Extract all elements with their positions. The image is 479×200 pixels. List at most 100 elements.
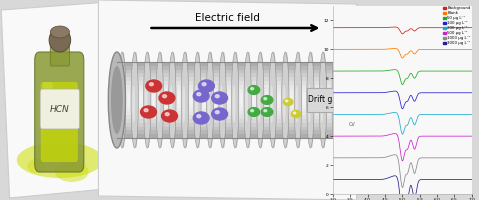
Background (392, 26, 398, 28)
Ellipse shape (196, 52, 201, 148)
100 μg L⁻¹ (330, 92, 336, 94)
Circle shape (291, 110, 301, 118)
Ellipse shape (134, 52, 138, 148)
Circle shape (197, 93, 201, 96)
100 μg L⁻¹ (469, 92, 475, 94)
FancyBboxPatch shape (117, 104, 341, 108)
Line: 50 μg L⁻¹: 50 μg L⁻¹ (333, 70, 472, 85)
FancyBboxPatch shape (307, 88, 343, 112)
Ellipse shape (182, 85, 185, 123)
Background (330, 26, 336, 29)
Ellipse shape (319, 52, 327, 148)
3000 μg L⁻¹ (411, 196, 417, 199)
Circle shape (141, 106, 156, 118)
Background (436, 26, 442, 29)
Ellipse shape (282, 52, 289, 148)
Ellipse shape (231, 52, 239, 148)
Circle shape (215, 95, 219, 98)
Ellipse shape (184, 52, 188, 148)
Ellipse shape (55, 162, 89, 182)
50 μg L⁻¹ (415, 72, 421, 74)
Ellipse shape (159, 52, 163, 148)
50 μg L⁻¹ (330, 70, 336, 72)
Ellipse shape (111, 66, 123, 134)
Background (411, 30, 417, 32)
50 μg L⁻¹ (436, 70, 442, 72)
Text: Drift gas: Drift gas (308, 96, 342, 104)
Circle shape (264, 110, 267, 112)
50 μg L⁻¹ (339, 70, 344, 72)
Ellipse shape (285, 52, 289, 148)
Ellipse shape (333, 54, 348, 146)
Circle shape (248, 86, 260, 94)
Ellipse shape (220, 85, 223, 123)
Ellipse shape (272, 52, 276, 148)
Ellipse shape (257, 52, 264, 148)
Blank (469, 48, 475, 51)
Ellipse shape (297, 52, 301, 148)
500 μg L⁻¹ (392, 132, 398, 135)
200 μg L⁻¹ (450, 113, 456, 116)
FancyBboxPatch shape (41, 82, 78, 162)
200 μg L⁻¹ (339, 113, 344, 116)
Polygon shape (99, 0, 356, 200)
FancyBboxPatch shape (117, 111, 341, 115)
FancyBboxPatch shape (117, 62, 341, 66)
3000 μg L⁻¹ (436, 178, 442, 181)
500 μg L⁻¹ (469, 135, 475, 137)
Ellipse shape (118, 52, 126, 148)
1000 μg L⁻¹ (415, 161, 421, 163)
Line: 500 μg L⁻¹: 500 μg L⁻¹ (333, 134, 472, 161)
50 μg L⁻¹ (419, 70, 424, 72)
Circle shape (193, 112, 209, 124)
FancyBboxPatch shape (117, 85, 341, 89)
Line: 1000 μg L⁻¹: 1000 μg L⁻¹ (333, 155, 472, 187)
Ellipse shape (206, 52, 214, 148)
FancyBboxPatch shape (117, 134, 341, 138)
Line: Blank: Blank (333, 48, 472, 58)
Circle shape (193, 90, 209, 102)
FancyBboxPatch shape (117, 92, 341, 96)
Legend: Background, Blank, 50 μg L⁻¹, 100 μg L⁻¹, 200 μg L⁻¹, 500 μg L⁻¹, 1000 μg L⁻¹, 3: Background, Blank, 50 μg L⁻¹, 100 μg L⁻¹… (443, 6, 471, 46)
FancyBboxPatch shape (35, 52, 84, 172)
FancyBboxPatch shape (117, 100, 341, 104)
100 μg L⁻¹ (411, 100, 417, 102)
Ellipse shape (335, 68, 346, 132)
FancyBboxPatch shape (117, 119, 341, 123)
Ellipse shape (296, 85, 298, 123)
200 μg L⁻¹ (469, 113, 475, 116)
Ellipse shape (222, 52, 226, 148)
Circle shape (212, 92, 228, 104)
Polygon shape (1, 2, 116, 198)
Ellipse shape (194, 52, 201, 148)
Blank (415, 49, 421, 52)
Blank (330, 48, 336, 51)
Ellipse shape (27, 159, 44, 173)
Ellipse shape (245, 85, 248, 123)
50 μg L⁻¹ (411, 77, 417, 79)
200 μg L⁻¹ (411, 123, 417, 126)
1000 μg L⁻¹ (450, 157, 456, 159)
Circle shape (251, 110, 253, 112)
Ellipse shape (322, 52, 327, 148)
Circle shape (215, 111, 219, 114)
Ellipse shape (307, 52, 314, 148)
Ellipse shape (195, 85, 198, 123)
Line: 100 μg L⁻¹: 100 μg L⁻¹ (333, 91, 472, 109)
Background (419, 26, 424, 29)
Ellipse shape (283, 85, 286, 123)
1000 μg L⁻¹ (411, 172, 417, 174)
Blank (436, 48, 442, 51)
Ellipse shape (309, 52, 314, 148)
Circle shape (162, 110, 178, 122)
3000 μg L⁻¹ (339, 178, 344, 181)
1000 μg L⁻¹ (399, 186, 405, 189)
Circle shape (284, 98, 293, 106)
FancyBboxPatch shape (117, 89, 341, 92)
1000 μg L⁻¹ (339, 157, 344, 159)
500 μg L⁻¹ (436, 135, 442, 137)
200 μg L⁻¹ (419, 113, 424, 116)
Blank (339, 48, 344, 51)
Ellipse shape (247, 52, 251, 148)
Circle shape (261, 96, 273, 104)
